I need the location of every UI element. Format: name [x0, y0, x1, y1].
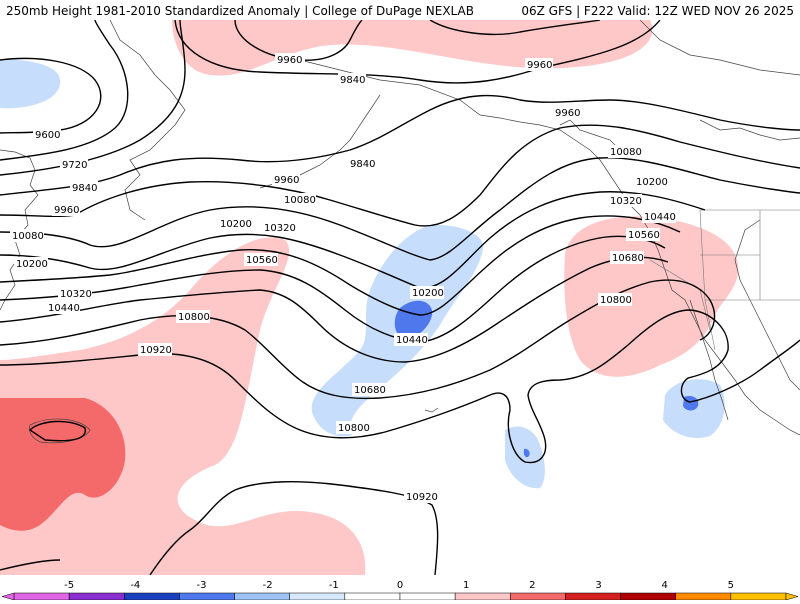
- colorbar-bin: [344, 592, 401, 601]
- map-title: 250mb Height 1981-2010 Standardized Anom…: [6, 4, 474, 18]
- contour-label: 9600: [35, 130, 60, 141]
- contour-label: 10800: [178, 312, 210, 323]
- contour-label: 9960: [54, 205, 79, 216]
- contour-label: 10320: [610, 196, 642, 207]
- contour-label: 10920: [406, 492, 438, 503]
- contour-label: 10440: [48, 303, 80, 314]
- contour-label: 10800: [338, 423, 370, 434]
- contour-label: 9960: [527, 60, 552, 71]
- contour-label: 10440: [396, 335, 428, 346]
- contour-label: 10200: [220, 219, 252, 230]
- contour-label: 10440: [644, 212, 676, 223]
- contour-label: 10680: [612, 253, 644, 264]
- contour-label: 10080: [12, 231, 44, 242]
- anomaly-colorbar: -5 -4 -3 -2 -1 0 1 2 3 4 5: [0, 576, 800, 601]
- header-bar: 250mb Height 1981-2010 Standardized Anom…: [0, 0, 800, 20]
- colorbar-bin: [620, 592, 676, 601]
- colorbar-bin: [179, 592, 235, 601]
- model-run-valid-time: 06Z GFS | F222 Valid: 12Z WED NOV 26 202…: [521, 4, 794, 18]
- anomaly-map: 9960 9960 9840 9600 9960 9720 9840 9840 …: [0, 20, 800, 575]
- colorbar-ticks: -5 -4 -3 -2 -1 0 1 2 3 4 5: [64, 580, 734, 591]
- colorbar-end-right: [785, 592, 799, 601]
- contour-label: 9840: [350, 159, 375, 170]
- colorbar-bin: [454, 592, 511, 601]
- contour-label: 10200: [16, 259, 48, 270]
- colorbar-bin: [68, 592, 125, 601]
- contour-label: 10320: [264, 223, 296, 234]
- contour-label: 9720: [62, 160, 87, 171]
- contour-label: 10800: [600, 295, 632, 306]
- colorbar-tick-label: 4: [661, 580, 667, 591]
- colorbar-tick-label: 5: [728, 580, 734, 591]
- contour-label: 10680: [354, 385, 386, 396]
- contour-label: 9960: [555, 108, 580, 119]
- contour-label: 9960: [277, 55, 302, 66]
- colorbar-bin: [730, 592, 787, 601]
- contour-label: 9960: [274, 175, 299, 186]
- colorbar-bin: [399, 592, 456, 601]
- colorbar-bin: [124, 592, 180, 601]
- contour-label: 10200: [636, 177, 668, 188]
- colorbar-tick-label: -2: [263, 580, 273, 591]
- contour-label: 10560: [246, 255, 278, 266]
- contour-label: 10080: [610, 147, 642, 158]
- contour-label: 10920: [140, 345, 172, 356]
- colorbar-tick-label: -5: [64, 580, 74, 591]
- contour-labels: 9960 9960 9840 9600 9960 9720 9840 9840 …: [10, 53, 676, 503]
- colorbar-tick-label: 0: [397, 580, 403, 591]
- colorbar-bin: [565, 592, 621, 601]
- colorbar-tick-label: 1: [463, 580, 469, 591]
- colorbar-bin: [510, 592, 566, 601]
- colorbar-tick-label: 2: [529, 580, 535, 591]
- colorbar-bin: [234, 592, 290, 601]
- colorbar-bin: [13, 592, 70, 601]
- height-contours: [0, 20, 800, 575]
- state-borders: [649, 209, 800, 351]
- colorbar-bin: [675, 592, 732, 601]
- contour-label: 9840: [72, 183, 97, 194]
- colorbar-bin: [289, 592, 346, 601]
- contour-label: 9840: [340, 75, 365, 86]
- colorbar-tick-label: -3: [196, 580, 206, 591]
- contour-label: 10080: [284, 195, 316, 206]
- colorbar-end-left: [1, 592, 15, 601]
- colorbar-bins: [1, 592, 799, 601]
- colorbar-tick-label: -1: [329, 580, 339, 591]
- colorbar-tick-label: 3: [595, 580, 601, 591]
- contour-label: 10200: [412, 288, 444, 299]
- colorbar-tick-label: -4: [130, 580, 140, 591]
- contour-label: 10560: [628, 230, 660, 241]
- contour-label: 10320: [60, 289, 92, 300]
